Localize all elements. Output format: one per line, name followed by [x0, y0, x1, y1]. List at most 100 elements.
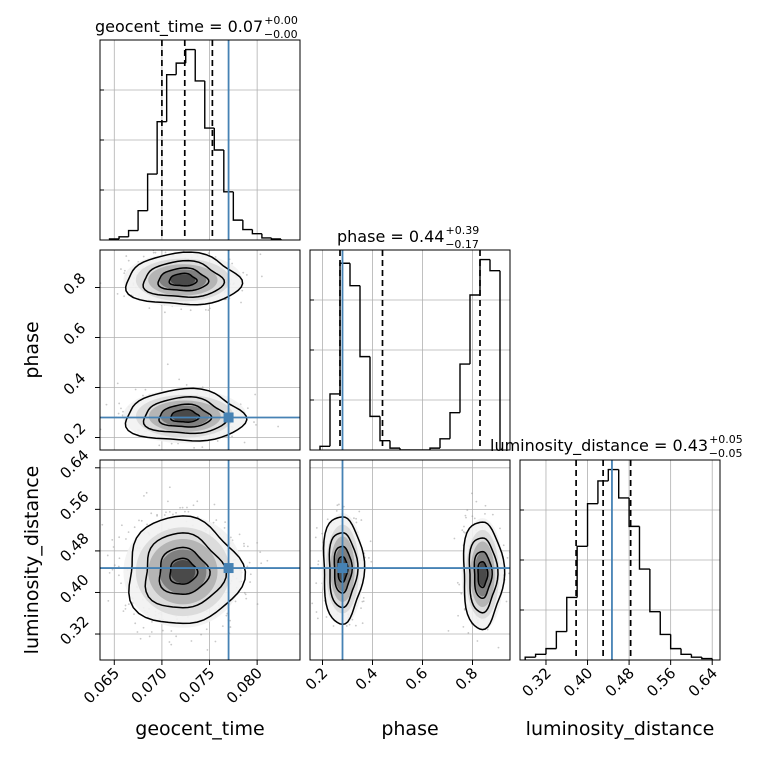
scatter-point	[187, 510, 190, 513]
contour-line	[169, 408, 201, 423]
density-level	[171, 410, 198, 422]
scatter-point	[336, 504, 339, 507]
scatter-point	[97, 581, 99, 583]
scatter-point	[345, 625, 348, 627]
joint-frame	[309, 459, 511, 661]
scatter-point	[214, 640, 217, 643]
scatter-point	[98, 418, 100, 420]
scatter-point	[116, 382, 119, 385]
scatter-point	[505, 600, 508, 603]
scatter-point	[120, 524, 123, 527]
hist-bin	[618, 469, 630, 499]
hist-bin	[213, 128, 224, 151]
scatter-point	[277, 425, 280, 428]
scatter-point	[231, 262, 234, 265]
scatter-point	[170, 442, 173, 445]
scatter-point	[229, 536, 232, 539]
scatter-point	[113, 564, 116, 567]
title-phase: phase = 0.44+0.39 −0.17	[337, 224, 479, 251]
scatter-point	[463, 608, 466, 611]
scatter-point	[105, 403, 108, 406]
scatter-point	[259, 551, 262, 554]
scatter-point	[125, 255, 128, 257]
scatter-point	[223, 527, 226, 529]
contour-line	[462, 521, 506, 631]
scatter-point	[464, 514, 467, 517]
scatter-point	[473, 517, 476, 520]
scatter-point	[461, 529, 464, 532]
xtick-label-phase: 0.4	[352, 664, 382, 694]
scatter-point	[158, 444, 161, 447]
hist-bin	[479, 258, 490, 296]
hist-bin	[261, 233, 272, 239]
scatter-point	[335, 509, 338, 512]
scatter-point	[164, 251, 167, 254]
scatter-point	[134, 388, 137, 391]
scatter-point	[123, 295, 126, 298]
scatter-point	[108, 571, 111, 574]
scatter-point	[204, 308, 207, 311]
hist-bin	[242, 220, 253, 231]
scatter-point	[256, 603, 259, 605]
contour-line	[169, 557, 199, 585]
scatter-point	[245, 274, 248, 276]
scatter-point	[175, 511, 177, 514]
xtick-label-geocent_time: 0.075	[175, 664, 218, 707]
scatter-point	[231, 435, 233, 438]
scatter-point	[234, 600, 237, 603]
scatter-point	[125, 538, 127, 540]
scatter-point	[470, 492, 473, 495]
scatter-point	[163, 311, 166, 314]
hist-bin	[649, 569, 661, 613]
scatter-point	[163, 514, 166, 516]
scatter-point	[360, 607, 362, 610]
ytick-label-luminosity_distance: 0.32	[56, 612, 92, 648]
scatter-point	[173, 245, 175, 247]
scatter-point	[229, 626, 232, 628]
scatter-point	[245, 597, 248, 600]
scatter-point	[133, 613, 135, 616]
hist-bin	[439, 438, 450, 449]
scatter-point	[360, 519, 363, 521]
scatter-point	[338, 503, 340, 506]
ytick-label-phase: 0.4	[60, 369, 90, 399]
contour-line	[322, 516, 366, 626]
scatter-point	[118, 557, 121, 560]
scatter-point	[256, 542, 259, 544]
hist-bin	[576, 545, 588, 598]
scatter-point	[167, 500, 169, 503]
scatter-point	[168, 641, 171, 643]
scatter-point	[266, 559, 269, 562]
scatter-point	[321, 532, 324, 535]
scatter-point	[117, 412, 120, 415]
scatter-point	[124, 604, 127, 607]
scatter-point	[205, 628, 208, 631]
hist-bin	[339, 262, 350, 394]
joint-panel-phase-luminosity_distance	[309, 459, 511, 661]
hist-bin	[349, 263, 360, 287]
scatter-point	[142, 255, 145, 258]
hist-bin	[449, 411, 460, 439]
scatter-point	[358, 510, 361, 513]
hist-bin	[389, 440, 400, 449]
hist-panel-geocent_time	[99, 39, 301, 241]
hist-bin	[185, 48, 196, 64]
ytick-label-phase: 0.8	[60, 269, 90, 299]
contour-line	[158, 403, 213, 428]
scatter-point	[142, 394, 144, 397]
hist-bin	[175, 62, 186, 75]
scatter-point	[152, 251, 155, 254]
scatter-point	[161, 629, 164, 632]
scatter-point	[118, 402, 121, 405]
scatter-point	[362, 596, 365, 599]
hist-bin	[566, 596, 578, 632]
joint-panel-geocent_time-phase	[98, 235, 301, 451]
ytick-label-luminosity_distance: 0.64	[56, 446, 92, 482]
scatter-point	[168, 510, 171, 513]
scatter-point	[153, 235, 155, 237]
density-level	[170, 560, 196, 584]
scatter-point	[240, 301, 242, 304]
scatter-point	[201, 446, 204, 449]
scatter-point	[361, 622, 364, 625]
scatter-point	[193, 447, 195, 449]
